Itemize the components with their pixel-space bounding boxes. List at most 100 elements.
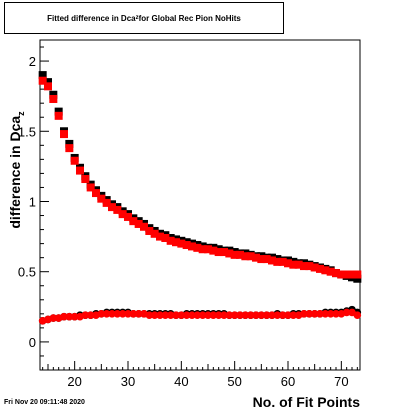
y-axis-label-main: difference in Dca [7,115,23,229]
red-square-point [246,252,255,261]
red-circle-point [113,310,122,318]
red-square-point [225,249,234,258]
red-square-point [92,189,100,198]
red-circle-point [166,311,175,320]
red-circle-point [102,310,111,318]
red-circle-point [342,308,351,317]
red-square-point [124,212,132,221]
x-axis-label: No. of Fit Points [252,394,360,410]
red-square-point [60,130,68,139]
red-circle-point [236,311,244,320]
red-square-point [262,255,271,264]
red-square-point [172,238,180,247]
red-circle-point [129,310,138,318]
y-axis-label: difference in Dcaz [7,111,26,228]
red-square-point [129,217,138,226]
black-square-point [65,139,74,148]
red-circle-point [97,310,106,318]
red-square-point [118,210,127,219]
red-circle-point [278,311,287,320]
red-square-point [49,94,58,103]
red-circle-point [241,311,250,320]
black-square-point [353,274,362,283]
red-circle-point [188,311,196,320]
red-circle-point [305,310,314,318]
red-square-point [198,245,207,254]
red-square-point [113,205,122,214]
red-circle-point [118,310,127,318]
red-square-point [145,226,154,235]
red-circle-point [353,311,362,320]
chart-title-subscript: z [135,15,139,21]
red-circle-point [252,311,260,320]
red-circle-point [300,310,308,318]
red-square-point [310,263,319,272]
red-circle-point [172,311,180,320]
datestamp: Fri Nov 20 09:11:48 2020 [4,399,85,406]
series-1 [38,76,362,279]
red-square-point [150,229,159,238]
red-circle-point [150,311,159,320]
red-circle-point [108,310,116,318]
red-square-point [156,232,164,241]
red-square-point [321,266,330,275]
red-circle-point [214,311,223,320]
red-circle-point [204,311,212,320]
red-circle-point [49,314,58,322]
y-tick-label: 1 [29,194,36,209]
black-square-point [44,78,52,87]
red-circle-point [161,311,170,320]
red-circle-point [86,311,95,320]
y-axis-label-subscript: z [15,111,26,116]
red-square-point [284,259,292,268]
red-square-point [193,243,202,252]
red-square-point [70,156,79,165]
red-circle-point [268,311,276,320]
red-square-point [300,262,308,271]
red-circle-point [134,310,143,318]
red-square-point [353,270,362,279]
red-circle-point [124,310,132,318]
axis-tick-labels: 20 30 40 50 60 70 0 0.5 1 1.5 2 [18,54,349,389]
red-circle-point [310,310,319,318]
red-square-point [289,260,298,269]
red-square-point [44,82,52,91]
red-square-point [326,267,335,276]
red-circle-point [60,312,68,321]
red-circle-point [70,312,79,321]
red-circle-point [182,311,191,320]
red-circle-point [220,311,228,320]
red-square-point [342,270,351,279]
black-square-point [38,71,47,80]
series-3 [38,308,362,325]
red-square-point [214,248,223,257]
red-circle-point [177,311,186,320]
red-square-point [268,256,276,265]
red-square-point [38,76,47,85]
red-circle-point [246,311,255,320]
red-circle-point [198,311,207,320]
red-square-point [108,203,116,212]
red-square-point [97,194,106,203]
y-tick-label: 0.5 [18,265,36,280]
red-circle-point [81,311,90,320]
red-square-point [294,260,303,269]
red-square-point [182,241,191,250]
x-tick-label: 40 [174,374,188,389]
chart-title: Fitted difference in Dca z for Global Rec… [4,2,284,34]
red-square-point [81,175,90,184]
red-circle-point [284,311,292,320]
red-square-point [257,255,266,264]
red-circle-point [225,311,234,320]
red-square-point [166,236,175,245]
red-square-point [220,248,228,257]
red-square-point [76,166,84,175]
red-square-point [54,111,63,120]
x-tick-label: 50 [227,374,241,389]
red-square-point [316,264,324,273]
red-circle-point [145,311,154,320]
black-square-point [54,107,63,116]
red-square-point [86,183,95,192]
red-square-point [140,222,148,231]
